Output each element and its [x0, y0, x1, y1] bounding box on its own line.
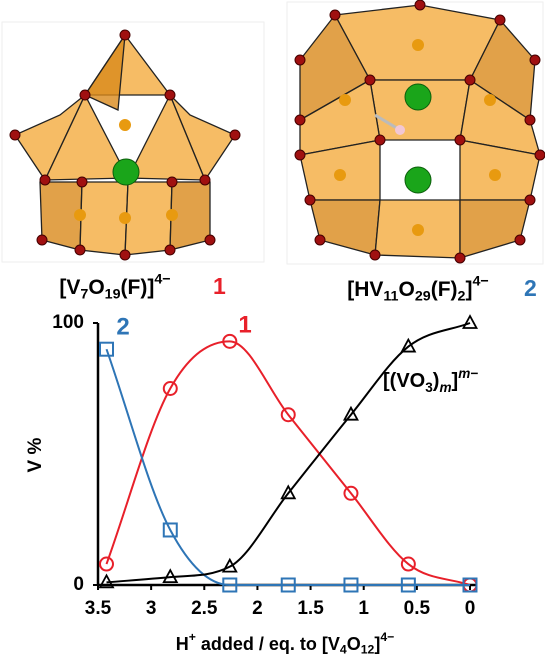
- text-part: (F): [431, 278, 458, 301]
- text-part: 2: [458, 288, 466, 304]
- text-part: H: [176, 634, 189, 654]
- text-part: 12: [361, 643, 375, 657]
- text-part: 4−: [472, 273, 488, 289]
- x-tick-label: 0.5: [404, 598, 431, 619]
- text-part: [HV: [347, 278, 383, 301]
- text-part: m−: [458, 366, 478, 381]
- text-part: [V: [59, 276, 80, 299]
- y-axis-label: V %: [25, 437, 46, 472]
- text-part: 29: [415, 288, 431, 304]
- x-tick-label: 2.5: [191, 598, 218, 619]
- formula: [HV11O29(F)2]4−: [347, 273, 489, 304]
- text-part: 19: [105, 286, 121, 302]
- x-tick-label: 1: [358, 598, 369, 619]
- series-label: 1: [238, 311, 251, 338]
- structure-2-image: [287, 0, 545, 264]
- formula: [V7O19(F)]4−: [59, 271, 170, 302]
- x-tick-label: 3.5: [85, 598, 112, 619]
- marker: [464, 316, 477, 328]
- x-tick-label: 2: [252, 598, 263, 619]
- text-part: O: [347, 634, 361, 654]
- structure-1-image: [2, 22, 264, 262]
- x-tick-label: 3: [146, 598, 157, 619]
- figure: [V7O19(F)]4−1[HV11O29(F)2]4−201003.532.5…: [0, 0, 545, 663]
- series-line: [107, 323, 470, 582]
- y-tick-label: 0: [73, 574, 84, 595]
- structure-number: 2: [524, 275, 537, 301]
- series-label: [(VO3)m]m−: [383, 366, 478, 395]
- text-part: ]: [465, 278, 472, 301]
- x-tick-label: 1.5: [297, 598, 324, 619]
- x-tick-label: 0: [465, 598, 476, 619]
- text-part: +: [189, 630, 196, 644]
- text-part: 4−: [380, 630, 394, 644]
- text-part: m: [439, 380, 451, 395]
- text-part: added / eq. to [V: [196, 634, 340, 654]
- x-axis-label: H+ added / eq. to [V4O12]4−: [176, 630, 395, 657]
- text-part: [(VO: [383, 370, 425, 392]
- text-part: 11: [383, 288, 398, 304]
- text-part: ): [433, 370, 440, 392]
- structure-number: 1: [213, 273, 226, 299]
- y-tick-label: 100: [52, 312, 84, 333]
- text-part: 7: [80, 286, 88, 302]
- text-part: O: [399, 278, 415, 301]
- series-label: 2: [116, 313, 129, 340]
- text-part: 4−: [154, 271, 170, 287]
- text-part: O: [88, 276, 104, 299]
- text-part: ]: [452, 370, 459, 392]
- text-part: (F)]: [121, 276, 155, 299]
